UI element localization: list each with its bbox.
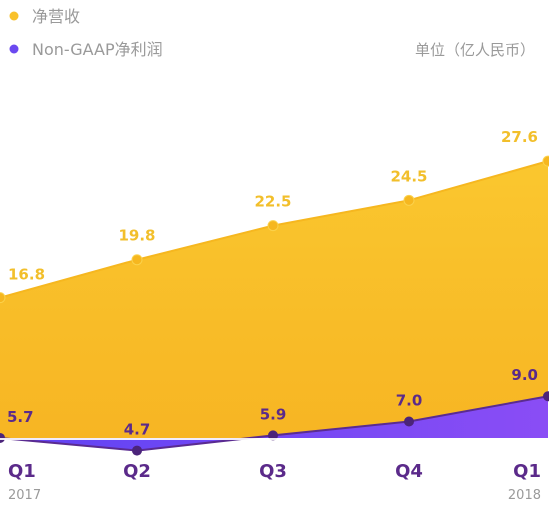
- profit-area: [0, 396, 548, 451]
- revenue-data-label: 16.8: [8, 266, 45, 284]
- profit-point: [132, 445, 142, 456]
- baseline-divider: [0, 438, 549, 440]
- revenue-data-label: 19.8: [118, 227, 155, 245]
- legend-label-profit: Non-GAAP净利润: [32, 40, 163, 59]
- legend-marker-profit: [9, 44, 19, 54]
- profit-data-label: 5.9: [260, 405, 287, 423]
- year-label: 2018: [508, 488, 541, 503]
- profit-point: [0, 432, 5, 443]
- revenue-point: [0, 292, 6, 304]
- revenue-data-label: 27.6: [501, 128, 538, 146]
- year-label: 2017: [8, 488, 41, 503]
- x-tick-label: Q4: [395, 461, 423, 482]
- plot-area: [0, 155, 549, 456]
- legend-marker-revenue: [9, 11, 19, 21]
- x-tick-label: Q1: [513, 461, 541, 482]
- legend: 净营收 Non-GAAP净利润 单位（亿人民币）: [9, 7, 535, 59]
- profit-data-label: 4.7: [124, 421, 151, 439]
- profit-data-label: 9.0: [511, 366, 538, 384]
- x-tick-label: Q1: [8, 461, 36, 482]
- unit-label: 单位（亿人民币）: [415, 41, 535, 59]
- x-tick-label: Q3: [259, 461, 287, 482]
- revenue-area: [0, 161, 548, 439]
- axis-labels: 16.8 5.7 Q1 2017 19.8 4.7 Q2 22.5 5.9 Q3 24.5 7.0 Q4…: [7, 128, 541, 503]
- revenue-point: [267, 220, 279, 232]
- revenue-point: [403, 194, 415, 206]
- legend-label-revenue: 净营收: [32, 7, 80, 26]
- x-tick-label: Q2: [123, 461, 151, 482]
- revenue-data-label: 22.5: [254, 193, 291, 211]
- profit-point: [543, 391, 549, 402]
- profit-data-label: 5.7: [7, 408, 34, 426]
- profit-data-label: 7.0: [396, 392, 423, 410]
- profit-point: [268, 430, 278, 441]
- revenue-point: [542, 155, 549, 167]
- revenue-point: [131, 254, 143, 266]
- revenue-data-label: 24.5: [390, 167, 427, 185]
- profit-point: [404, 416, 414, 427]
